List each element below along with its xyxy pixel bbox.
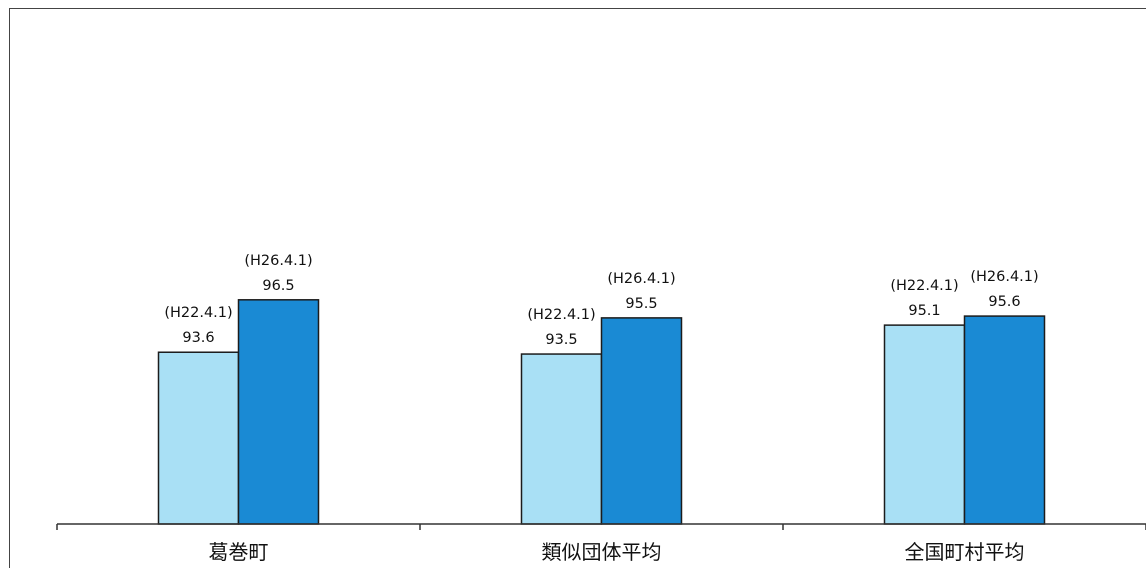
bar-series2-2 [600, 317, 683, 525]
bar-series2-1 [237, 299, 320, 525]
bar-date-label: (H26.4.1) [970, 269, 1038, 285]
bar-date-label: (H22.4.1) [890, 278, 958, 294]
bar-series1-1 [157, 351, 240, 525]
bar-value-label: 93.6 [182, 330, 214, 346]
bar-value-label: 95.6 [988, 294, 1020, 310]
bar-date-label: (H26.4.1) [607, 271, 675, 287]
bar-series1-3 [883, 324, 966, 525]
bar-date-label: (H22.4.1) [164, 305, 232, 321]
bar-date-label: (H22.4.1) [527, 307, 595, 323]
category-label: 葛巻町 [209, 540, 269, 564]
category-label: 全国町村平均 [905, 540, 1025, 564]
bar-date-label: (H26.4.1) [244, 253, 312, 269]
labels-layer: (H22.4.1) 93.6 (H26.4.1) 96.5 (H22.4.1) 93.5 (… [164, 253, 1038, 348]
bar-series2-3 [963, 315, 1046, 525]
x-axis: 葛巻町 類似団体平均 全国町村平均 [56, 523, 1146, 564]
bar-value-label: 96.5 [262, 278, 294, 294]
chart-frame [9, 8, 1146, 568]
bar-value-label: 93.5 [545, 332, 577, 348]
bars-layer [157, 299, 1046, 525]
category-label: 類似団体平均 [542, 540, 662, 564]
bar-value-label: 95.5 [625, 296, 657, 312]
bar-series1-2 [520, 353, 603, 525]
bar-value-label: 95.1 [908, 303, 940, 319]
